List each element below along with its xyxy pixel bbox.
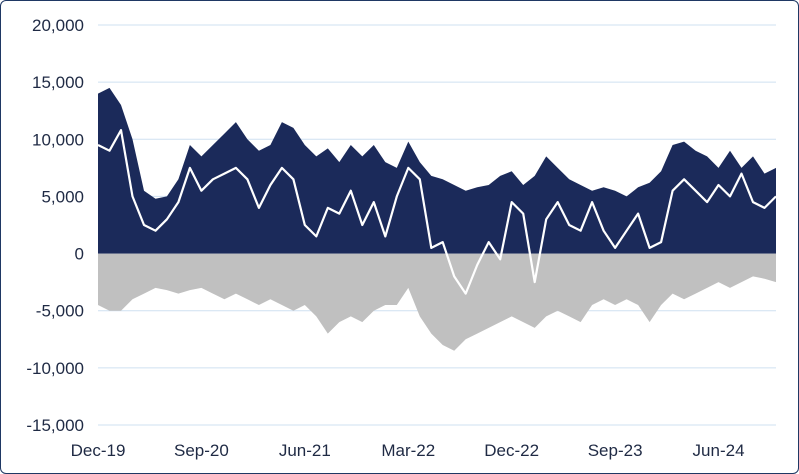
x-tick-label: Sep-20 — [174, 441, 229, 460]
negative-area-series — [98, 253, 776, 351]
x-tick-label: Jun-21 — [279, 441, 331, 460]
x-tick-label: Mar-22 — [381, 441, 435, 460]
x-tick-label: Dec-22 — [484, 441, 539, 460]
positive-area-series — [98, 87, 776, 254]
net-line-series — [97, 129, 777, 295]
series-lines — [97, 129, 777, 295]
x-tick-label: Jun-24 — [693, 441, 745, 460]
y-tick-label: 20,000 — [32, 16, 84, 35]
y-tick-label: -5,000 — [36, 302, 84, 321]
y-tick-label: 15,000 — [32, 73, 84, 92]
axis-labels: 20,000 15,000 10,000 5,000 0 -5,000 -10,000 -15… — [26, 16, 744, 460]
y-tick-label: -10,000 — [26, 359, 84, 378]
x-tick-label: Sep-23 — [588, 441, 643, 460]
y-tick-label: 10,000 — [32, 130, 84, 149]
y-tick-label: 5,000 — [41, 187, 84, 206]
y-tick-label: 0 — [75, 245, 84, 264]
y-tick-label: -15,000 — [26, 416, 84, 435]
series-areas — [98, 87, 776, 351]
x-tick-label: Dec-19 — [71, 441, 126, 460]
